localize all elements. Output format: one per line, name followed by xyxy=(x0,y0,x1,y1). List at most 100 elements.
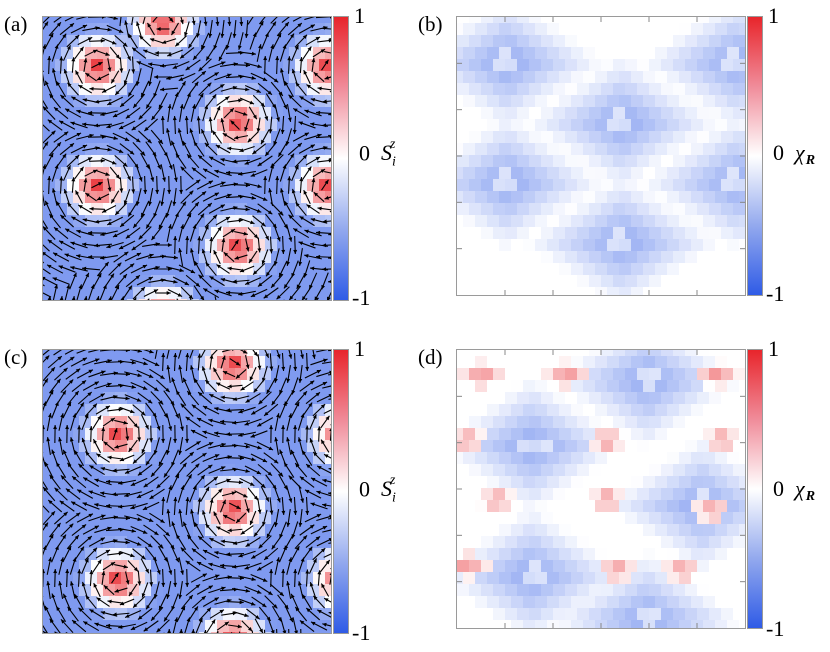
spin-arrow xyxy=(292,115,297,135)
spin-arrow xyxy=(244,586,262,594)
spin-arrow xyxy=(43,130,56,144)
spin-arrow xyxy=(294,390,308,406)
spin-arrow xyxy=(276,350,281,359)
spin-arrow xyxy=(171,212,179,230)
spin-arrow xyxy=(229,358,241,366)
panel-c-colorbar-mid: 0 Siz xyxy=(359,474,401,506)
spin-arrow xyxy=(317,38,331,43)
spin-arrow xyxy=(73,449,85,467)
spin-arrow xyxy=(309,438,317,454)
spin-arrow xyxy=(212,226,222,240)
spin-arrow xyxy=(293,235,298,255)
spin-arrow xyxy=(83,178,88,192)
spin-arrow xyxy=(159,255,179,260)
spin-arrow xyxy=(185,496,190,516)
spin-arrow xyxy=(58,413,65,431)
spin-arrow xyxy=(281,235,286,255)
spin-arrow xyxy=(110,70,120,84)
spin-arrow xyxy=(113,251,129,263)
spin-arrow xyxy=(172,276,190,286)
spin-arrow xyxy=(324,50,331,54)
spin-arrow xyxy=(83,296,88,300)
spin-arrow xyxy=(53,350,62,356)
spin-arrow xyxy=(119,406,135,414)
spin-arrow xyxy=(178,248,184,266)
spin-arrow xyxy=(180,403,194,417)
spin-arrow xyxy=(47,295,52,300)
spin-arrow xyxy=(178,413,184,431)
spin-arrow xyxy=(136,276,154,286)
spin-arrow xyxy=(299,57,304,73)
spin-arrow xyxy=(185,274,201,288)
spin-arrow xyxy=(310,525,328,535)
spin-arrow xyxy=(167,175,172,195)
spin-arrow xyxy=(311,57,316,73)
spin-arrow xyxy=(257,584,273,596)
spin-arrow xyxy=(316,538,331,547)
spin-arrow xyxy=(197,154,213,168)
spin-arrow xyxy=(317,158,331,163)
spin-arrow xyxy=(76,350,91,354)
spin-arrow xyxy=(123,189,131,205)
spin-arrow xyxy=(43,401,47,412)
spin-arrow xyxy=(65,632,69,633)
spin-arrow xyxy=(84,169,98,177)
spin-arrow xyxy=(71,216,87,226)
panel-a-colorbar-max: 1 xyxy=(354,3,365,28)
spin-arrow xyxy=(202,510,208,526)
spin-arrow xyxy=(239,97,255,105)
spin-arrow xyxy=(154,243,172,247)
spin-arrow xyxy=(202,549,220,559)
spin-arrow xyxy=(54,631,59,633)
spin-arrow xyxy=(191,191,207,203)
spin-arrow xyxy=(160,115,165,135)
spin-arrow xyxy=(209,275,225,287)
spin-arrow xyxy=(136,61,154,69)
spin-arrow xyxy=(250,169,268,177)
spin-arrow xyxy=(197,464,213,476)
spin-arrow xyxy=(127,33,139,49)
spin-arrow xyxy=(124,610,142,618)
spin-arrow xyxy=(130,477,148,487)
spin-arrow xyxy=(270,273,284,289)
spin-arrow xyxy=(191,70,207,84)
spin-arrow xyxy=(201,296,205,300)
spin-arrow xyxy=(43,378,49,388)
spin-arrow xyxy=(51,68,58,86)
spin-arrow xyxy=(286,104,292,122)
spin-arrow xyxy=(235,369,247,379)
spin-arrow xyxy=(286,437,292,455)
spin-arrow xyxy=(43,226,56,240)
spin-arrow xyxy=(62,545,72,563)
spin-arrow xyxy=(119,454,135,462)
spin-arrow xyxy=(132,404,146,416)
spin-arrow xyxy=(152,152,162,170)
spin-arrow xyxy=(43,510,56,526)
spin-arrow xyxy=(112,427,118,441)
spin-arrow xyxy=(245,392,261,404)
spin-arrow xyxy=(43,190,46,206)
spin-arrow xyxy=(202,192,220,202)
spin-arrow xyxy=(142,17,146,25)
spin-arrow xyxy=(295,82,307,96)
spin-arrow xyxy=(320,583,330,597)
spin-arrow xyxy=(51,188,58,206)
spin-arrow xyxy=(272,32,282,50)
spin-arrow xyxy=(64,253,82,261)
spin-arrow xyxy=(227,528,243,533)
spin-arrow xyxy=(286,365,291,383)
spin-arrow xyxy=(124,538,142,546)
spin-arrow xyxy=(250,72,268,82)
spin-arrow xyxy=(274,509,280,527)
spin-arrow xyxy=(277,594,289,610)
spin-arrow xyxy=(292,617,298,633)
spin-arrow xyxy=(305,535,321,549)
spin-arrow xyxy=(304,489,322,499)
spin-arrow xyxy=(235,512,247,524)
spin-arrow xyxy=(316,394,331,403)
spin-arrow xyxy=(208,418,226,425)
spin-arrow xyxy=(247,227,259,239)
spin-arrow xyxy=(206,619,216,633)
spin-arrow xyxy=(49,618,61,633)
spin-arrow xyxy=(216,264,230,274)
